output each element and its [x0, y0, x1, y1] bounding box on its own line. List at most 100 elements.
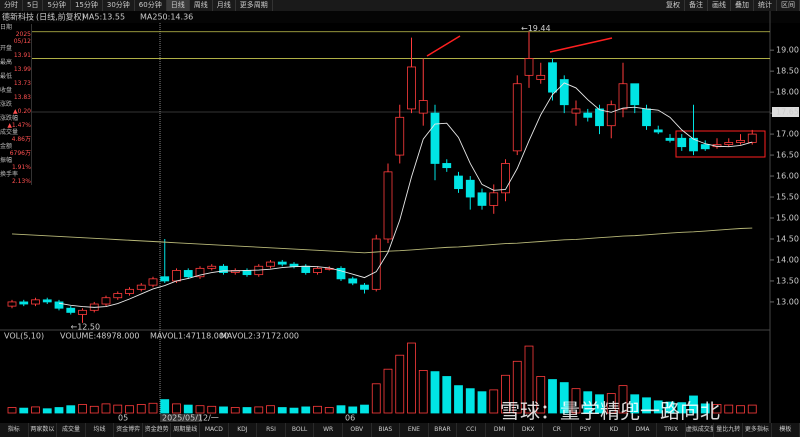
- indicator-tab[interactable]: 指标: [0, 423, 29, 437]
- indicator-tab[interactable]: 模板: [772, 423, 800, 437]
- volume-bar: [512, 360, 522, 414]
- indicator-tab[interactable]: RSI: [257, 423, 286, 437]
- period-tab[interactable]: 日线: [166, 0, 190, 11]
- candle-body: [195, 267, 205, 278]
- candle-body: [595, 108, 604, 127]
- candle-body: [277, 261, 287, 265]
- candle-body: [348, 278, 358, 284]
- indicator-tab[interactable]: OBV: [343, 423, 372, 437]
- indicator-tab[interactable]: DMA: [629, 423, 658, 437]
- candle-body: [512, 83, 522, 152]
- volume-bar: [571, 388, 581, 414]
- candle-body: [313, 267, 322, 273]
- indicator-tab[interactable]: CR: [543, 423, 572, 437]
- indicator-tab[interactable]: 资金博弈: [114, 423, 143, 437]
- volume-bar: [160, 399, 170, 414]
- high-annotation: ←19.44: [521, 24, 551, 33]
- candle-body: [665, 137, 675, 141]
- candle-body: [454, 175, 463, 190]
- candle-body: [559, 79, 569, 106]
- indicator-tab[interactable]: DMI: [486, 423, 515, 437]
- period-tab[interactable]: 30分钟: [103, 0, 135, 11]
- tool-button[interactable]: 复权: [662, 0, 685, 11]
- period-tab[interactable]: 60分钟: [135, 0, 167, 11]
- volume-bar: [712, 404, 722, 414]
- indicator-tab[interactable]: PSY: [572, 423, 601, 437]
- volume-bar: [606, 393, 616, 414]
- period-tab[interactable]: 月线: [213, 0, 236, 11]
- y-tick-label: 19.00: [776, 46, 799, 55]
- y-tick-label: 18.50: [776, 67, 799, 76]
- indicator-tab[interactable]: DKX: [514, 423, 543, 437]
- volume-bar: [383, 368, 393, 414]
- indicator-tab[interactable]: BRAR: [429, 423, 458, 437]
- tool-button[interactable]: 画线: [708, 0, 731, 11]
- indicator-tab[interactable]: 成交量: [57, 423, 86, 437]
- tool-button[interactable]: 备注: [685, 0, 708, 11]
- indicator-tab[interactable]: ENE: [400, 423, 429, 437]
- info-value: 1.91%: [11, 164, 31, 171]
- candle-body: [336, 267, 346, 280]
- indicator-tab[interactable]: 均线: [86, 423, 115, 437]
- volume-bar: [559, 382, 569, 414]
- info-label: 金额: [0, 143, 13, 150]
- date-label: 06: [345, 414, 355, 423]
- indicator-tab[interactable]: BOLL: [286, 423, 315, 437]
- candle-body: [630, 83, 640, 106]
- candle-body: [54, 301, 64, 309]
- candle-body: [407, 66, 416, 110]
- candle-body: [501, 163, 510, 194]
- volume-bar: [407, 342, 416, 414]
- volume-bar: [136, 404, 146, 414]
- indicator-tab[interactable]: MACD: [200, 423, 229, 437]
- indicator-tab[interactable]: 两家数以: [29, 423, 58, 437]
- candle-body: [266, 261, 275, 267]
- candle-body: [383, 171, 393, 240]
- indicator-tab[interactable]: 周期量线: [171, 423, 201, 437]
- volume-bar: [371, 383, 381, 414]
- date-label: 05: [118, 414, 128, 423]
- period-tab[interactable]: 分时: [0, 0, 23, 11]
- candle-body: [148, 278, 158, 286]
- tool-button[interactable]: 统计: [754, 0, 777, 11]
- volume-bar: [653, 400, 663, 414]
- indicator-tab[interactable]: BIAS: [372, 423, 401, 437]
- period-tab[interactable]: 更多周期: [236, 0, 273, 11]
- candle-body: [125, 288, 134, 294]
- info-panel: 日期 2025 05/12 开盘 13.91 最高 13.99 最低 13.73 收盘 13.83…: [0, 24, 32, 185]
- indicator-tab[interactable]: KD: [600, 423, 629, 437]
- volume-bar: [289, 407, 299, 414]
- y-tick-label: 13.00: [776, 297, 799, 306]
- current-price-label: 17.65: [776, 108, 799, 117]
- indicator-tab[interactable]: KDJ: [229, 423, 258, 437]
- y-tick-label: 14.50: [776, 234, 799, 243]
- indicator-tab[interactable]: WR: [314, 423, 343, 437]
- volume-bar: [19, 407, 29, 414]
- period-tab[interactable]: 5日: [23, 0, 44, 11]
- candle-body: [160, 276, 170, 282]
- candle-body: [136, 284, 146, 290]
- indicator-tab[interactable]: CCI: [457, 423, 486, 437]
- candle-body: [19, 301, 29, 305]
- y-tick-label: 14.00: [776, 255, 799, 264]
- candle-body: [442, 163, 452, 169]
- period-tab[interactable]: 15分钟: [71, 0, 103, 11]
- period-tab[interactable]: 周线: [190, 0, 213, 11]
- info-value: 2.13%: [11, 178, 31, 185]
- tool-button[interactable]: 叠加: [731, 0, 754, 11]
- volume-bar: [66, 405, 76, 414]
- info-value: 6796万: [9, 150, 31, 157]
- candle-body: [548, 62, 557, 93]
- indicator-tab[interactable]: 资金趋势: [143, 423, 172, 437]
- current-price-box: [772, 107, 799, 117]
- indicator-tab[interactable]: TRIX: [657, 423, 686, 437]
- period-tab[interactable]: 5分钟: [43, 0, 71, 11]
- indicator-tab[interactable]: 虚拟成交量: [686, 423, 715, 437]
- volume-bar: [254, 406, 264, 414]
- candle-body: [395, 116, 405, 156]
- arrow: [549, 37, 613, 53]
- indicator-tab[interactable]: 量比九转: [714, 423, 744, 437]
- indicator-tab[interactable]: 更多指标: [743, 423, 772, 437]
- volume-bar: [548, 379, 557, 414]
- volume-bar: [207, 405, 217, 414]
